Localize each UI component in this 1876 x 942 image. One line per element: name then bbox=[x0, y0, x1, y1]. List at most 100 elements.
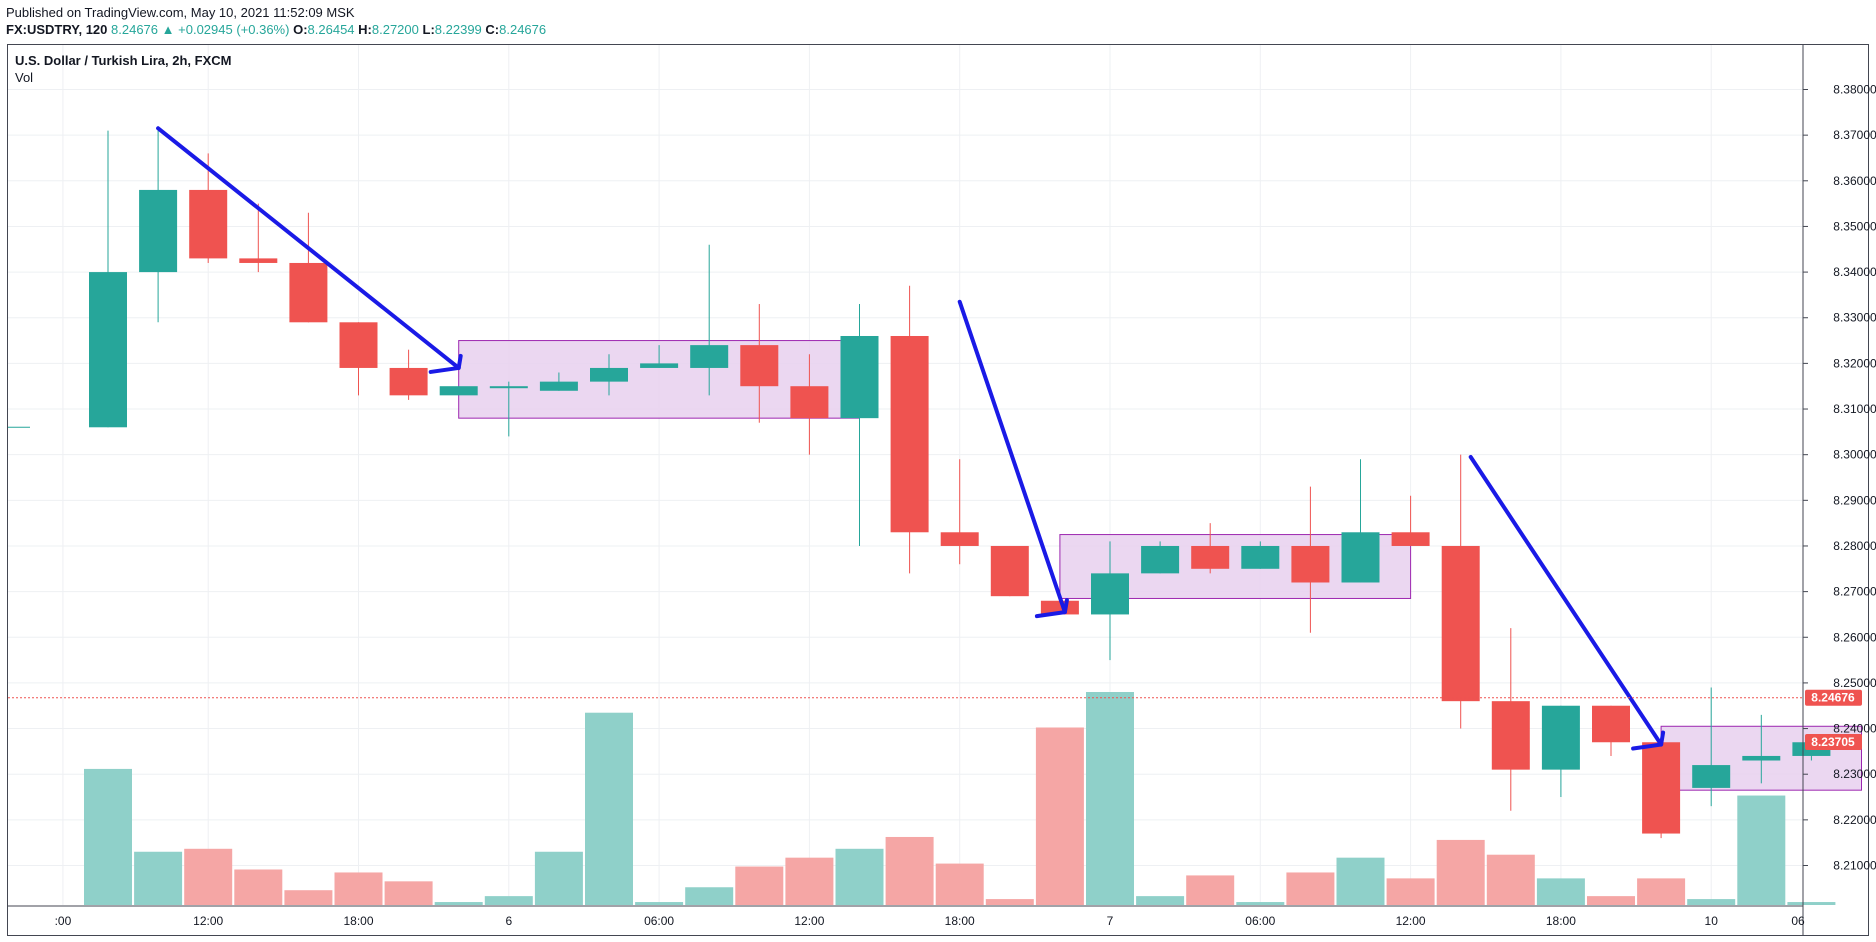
trend-line-hook bbox=[1631, 730, 1666, 751]
volume-bar bbox=[434, 902, 483, 905]
candle-body bbox=[389, 367, 428, 396]
price-tick-label: 8.25000 bbox=[1833, 676, 1876, 690]
volume-bar bbox=[635, 902, 684, 905]
open-label: O: bbox=[293, 22, 308, 37]
volume-bar bbox=[1386, 878, 1435, 905]
price-tick-label: 8.37000 bbox=[1833, 128, 1876, 142]
candle-body bbox=[439, 386, 478, 396]
volume-bar bbox=[334, 872, 383, 905]
price-tick-label: 8.23000 bbox=[1833, 767, 1876, 781]
price-tick-label: 8.28000 bbox=[1833, 539, 1876, 553]
volume-bar bbox=[1035, 727, 1084, 905]
price-tick-label: 8.31000 bbox=[1833, 402, 1876, 416]
volume-bar bbox=[1286, 872, 1335, 905]
price-tick-label: 8.36000 bbox=[1833, 174, 1876, 188]
volume-bar bbox=[835, 848, 884, 905]
candle-body bbox=[740, 345, 779, 387]
price-tick-label: 8.32000 bbox=[1833, 356, 1876, 370]
candle-body bbox=[1491, 701, 1530, 770]
volume-bar bbox=[134, 851, 183, 905]
last-price: 8.24676 bbox=[111, 22, 159, 37]
trend-lines bbox=[156, 126, 1666, 751]
trend-line-hook bbox=[428, 353, 463, 374]
candle-body bbox=[489, 386, 528, 389]
close-label: C: bbox=[485, 22, 500, 37]
price-tick-label: 8.38000 bbox=[1833, 83, 1876, 97]
candle-body bbox=[1742, 755, 1781, 761]
time-tick-label: 7 bbox=[1107, 914, 1114, 928]
price-tick-label: 8.27000 bbox=[1833, 585, 1876, 599]
high-label: H: bbox=[358, 22, 372, 37]
volume-bar bbox=[1186, 875, 1235, 905]
volume-bar bbox=[1236, 902, 1285, 905]
volume-bar bbox=[985, 899, 1034, 905]
time-tick-label: 18:00 bbox=[1546, 914, 1576, 928]
volume-bar bbox=[534, 851, 583, 905]
symbol-label: FX:USDTRY, 120 bbox=[6, 22, 108, 37]
volume-bar bbox=[184, 848, 233, 905]
time-tick-label: 06:00 bbox=[1245, 914, 1275, 928]
trend-line bbox=[1468, 454, 1664, 747]
volume-bars bbox=[84, 692, 1836, 905]
volume-bar bbox=[284, 890, 333, 905]
volume-bar bbox=[1436, 839, 1485, 905]
time-axis: :00 12:00 18:00 6 06:00 12:00 18:00 7 06:00 12:00… bbox=[8, 905, 1805, 928]
volume-bar bbox=[1336, 857, 1385, 905]
symbol-ohlc-line: FX:USDTRY, 120 8.24676 ▲ +0.02945 (+0.36… bbox=[6, 22, 546, 37]
price-tick-label: 8.24000 bbox=[1833, 722, 1876, 736]
candle-body bbox=[1441, 545, 1480, 702]
candle-body bbox=[139, 189, 178, 273]
time-tick-label: :00 bbox=[55, 914, 72, 928]
time-tick-label: 18:00 bbox=[343, 914, 373, 928]
price-marker-label: 8.23705 bbox=[1811, 735, 1855, 749]
volume-bar bbox=[384, 881, 433, 905]
candle-body bbox=[539, 381, 578, 391]
volume-bar bbox=[585, 712, 633, 905]
high-value: 8.27200 bbox=[371, 22, 419, 37]
candle-body bbox=[89, 272, 127, 428]
volume-bar bbox=[1587, 896, 1635, 905]
candle-body bbox=[289, 262, 328, 323]
chart-frame[interactable] bbox=[7, 44, 1869, 936]
trend-line-hook bbox=[1034, 598, 1069, 619]
price-tick-label: 8.21000 bbox=[1833, 859, 1876, 873]
candle-body bbox=[890, 335, 929, 533]
volume-bar bbox=[1086, 692, 1134, 905]
volume-bar bbox=[1787, 902, 1836, 905]
time-tick-label: 06:00 bbox=[644, 914, 674, 928]
price-tick-label: 8.22000 bbox=[1833, 813, 1876, 827]
time-tick-label: 06 bbox=[1791, 914, 1805, 928]
candle-body bbox=[189, 189, 228, 259]
volume-bar bbox=[735, 866, 784, 905]
candle-body bbox=[690, 345, 729, 368]
candle-body bbox=[1341, 532, 1380, 583]
candle-body bbox=[1241, 545, 1280, 569]
volume-bar bbox=[1637, 878, 1686, 905]
up-arrow-icon: ▲ bbox=[161, 22, 175, 37]
candle-body bbox=[1141, 545, 1180, 574]
price-markers: 8.24676 8.23705 bbox=[8, 689, 1862, 751]
candle-body bbox=[990, 545, 1029, 597]
price-change: +0.02945 (+0.36%) bbox=[178, 22, 290, 37]
volume-bar bbox=[1136, 896, 1185, 905]
candle-body bbox=[1040, 600, 1079, 615]
candle-body bbox=[940, 532, 979, 546]
volume-bar bbox=[935, 863, 984, 905]
price-axis: 8.38000 8.37000 8.36000 8.35000 8.34000 8.330… bbox=[1802, 45, 1876, 935]
volume-legend: Vol bbox=[15, 70, 34, 85]
time-tick-label: 18:00 bbox=[945, 914, 975, 928]
low-label: L: bbox=[422, 22, 435, 37]
candle-body bbox=[1592, 705, 1630, 743]
chart-legend-title: U.S. Dollar / Turkish Lira, 2h, FXCM bbox=[15, 53, 232, 68]
price-tick-label: 8.30000 bbox=[1833, 448, 1876, 462]
close-value: 8.24676 bbox=[499, 22, 547, 37]
price-tick-label: 8.33000 bbox=[1833, 311, 1876, 325]
price-tick-label: 8.35000 bbox=[1833, 219, 1876, 233]
candle-body bbox=[1642, 742, 1681, 834]
low-value: 8.22399 bbox=[434, 22, 482, 37]
volume-bar bbox=[885, 836, 934, 905]
open-value: 8.26454 bbox=[307, 22, 355, 37]
volume-bar bbox=[1536, 878, 1585, 905]
time-tick-label: 12:00 bbox=[1396, 914, 1426, 928]
